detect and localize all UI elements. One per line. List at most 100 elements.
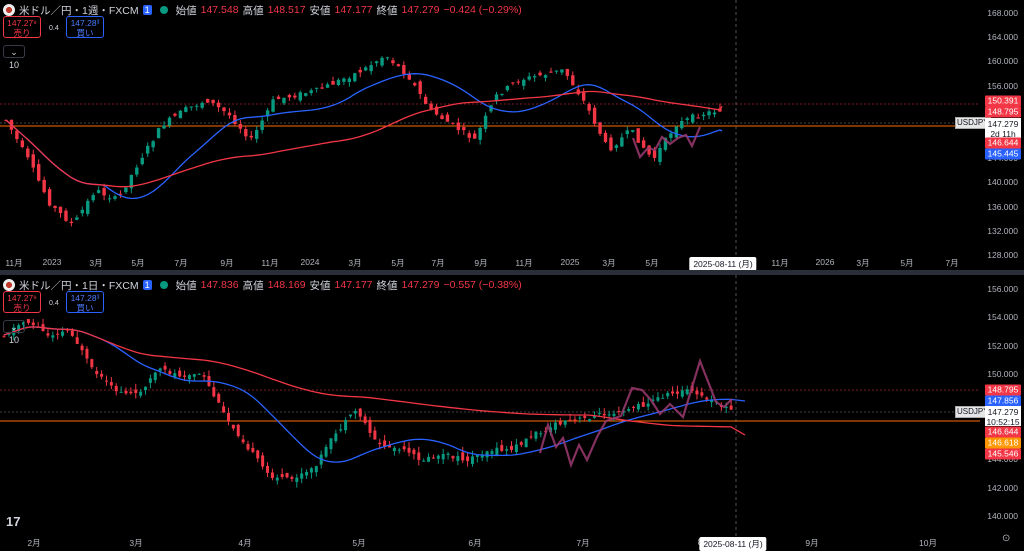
candle-body xyxy=(614,145,619,148)
pane-divider[interactable] xyxy=(0,270,1024,275)
candle-body xyxy=(212,387,216,397)
candle-body xyxy=(309,90,313,94)
indicator-toggle[interactable]: ⌄ 10 xyxy=(3,320,25,345)
candle-body xyxy=(466,456,470,462)
candle-body xyxy=(534,431,538,439)
candle-body xyxy=(124,187,128,193)
candle-body xyxy=(558,421,562,425)
candle-body xyxy=(144,386,148,391)
candle-body xyxy=(429,103,433,109)
candle-body xyxy=(353,411,357,414)
open-label: 始値 xyxy=(175,4,197,17)
daily-chart-pane[interactable]: 米ドル／円・1日・FXCM 1 始値 147.836 高値 148.169 安値 14… xyxy=(0,275,1024,551)
candle-body xyxy=(500,445,504,451)
time-tick-label: 5月 xyxy=(900,258,914,268)
buy-price: 147.28³ xyxy=(70,18,100,28)
time-tick-label: 11月 xyxy=(5,258,23,268)
daily-plot-area[interactable] xyxy=(0,275,1024,547)
candle-body xyxy=(119,391,123,393)
candle-body xyxy=(710,399,714,403)
candle-body xyxy=(249,135,253,138)
ma-fast-line xyxy=(3,326,746,463)
time-tick-label: 11月 xyxy=(771,258,789,268)
low-value: 147.177 xyxy=(334,4,373,16)
candle-body xyxy=(309,468,313,473)
candle-body xyxy=(583,416,587,419)
settings-icon[interactable]: ⊙ xyxy=(1002,533,1011,544)
candle-body xyxy=(100,373,104,377)
ma-tag-c: 146.644 xyxy=(985,426,1021,438)
time-tick-label: 3月 xyxy=(602,258,616,268)
candle-body xyxy=(516,81,520,83)
candle-body xyxy=(695,390,699,395)
candle-body xyxy=(407,447,411,453)
candle-body xyxy=(300,473,304,479)
high-label: 高値 xyxy=(242,4,264,17)
candle-body xyxy=(192,374,196,377)
candle-body xyxy=(107,198,112,200)
candle-body xyxy=(266,465,270,473)
open-value: 147.548 xyxy=(200,4,239,16)
candle-body xyxy=(336,79,341,86)
candle-body xyxy=(707,111,711,116)
candle-body xyxy=(417,452,421,460)
candle-body xyxy=(617,410,621,413)
candle-body xyxy=(691,114,695,123)
candle-body xyxy=(391,60,395,64)
candle-body xyxy=(261,455,265,467)
buy-button[interactable]: 147.28³ 買い xyxy=(66,16,104,38)
alert-count-badge[interactable]: 1 xyxy=(142,280,152,290)
candle-body xyxy=(505,85,510,91)
candle-body xyxy=(369,65,373,72)
candle-body xyxy=(290,476,294,479)
last-price-tag: 147.279 2d 11h xyxy=(985,118,1021,139)
indicator-toggle[interactable]: ⌄ 10 xyxy=(3,45,25,70)
price-tick-label: 140.000 xyxy=(987,177,1018,188)
buy-button[interactable]: 147.28³ 買い xyxy=(66,291,104,313)
candle-body xyxy=(129,174,134,189)
price-tick-label: 136.000 xyxy=(987,201,1018,212)
candle-body xyxy=(573,419,577,421)
price-tick-label: 154.000 xyxy=(987,312,1018,323)
candle-body xyxy=(396,64,401,67)
candle-body xyxy=(609,137,613,151)
candle-body xyxy=(532,76,537,78)
candle-body xyxy=(285,472,289,478)
candle-body xyxy=(578,417,582,419)
elliott-wave-drawing xyxy=(538,357,733,469)
candle-body xyxy=(705,397,709,400)
weekly-chart-pane[interactable]: 米ドル／円・1週・FXCM 1 始値 147.548 高値 148.517 安値 14… xyxy=(0,0,1024,284)
candle-body xyxy=(195,105,199,107)
weekly-plot-area[interactable] xyxy=(0,0,1024,270)
tradingview-logo[interactable]: 17 xyxy=(6,514,21,529)
candle-body xyxy=(69,221,74,224)
candle-body xyxy=(436,455,440,459)
candle-body xyxy=(238,123,243,129)
sell-button[interactable]: 147.27⁹ 売り xyxy=(3,16,41,38)
time-tick-label: 9月 xyxy=(474,258,488,268)
time-tick-label: 5月 xyxy=(391,258,405,268)
candle-body xyxy=(64,210,68,221)
candle-body xyxy=(587,103,591,111)
time-tick-label: 5月 xyxy=(352,538,366,548)
candle-body xyxy=(124,390,128,394)
daily-symbol-title[interactable]: 米ドル／円・1日・FXCM xyxy=(19,279,139,292)
bar-countdown: 2d 11h xyxy=(990,129,1016,139)
candle-body xyxy=(20,140,25,148)
alert-count-badge[interactable]: 1 xyxy=(142,5,152,15)
candle-body xyxy=(168,370,172,375)
candle-body xyxy=(265,110,270,117)
candle-body xyxy=(364,67,368,71)
price-tick-label: 132.000 xyxy=(987,225,1018,236)
close-value: 147.279 xyxy=(401,4,440,16)
candle-body xyxy=(280,474,284,477)
weekly-symbol-title[interactable]: 米ドル／円・1週・FXCM xyxy=(19,4,139,17)
candle-body xyxy=(255,129,259,139)
candle-body xyxy=(205,99,210,103)
open-label: 始値 xyxy=(175,279,197,292)
close-value: 147.279 xyxy=(401,279,440,291)
sell-button[interactable]: 147.27⁹ 売り xyxy=(3,291,41,313)
candle-body xyxy=(441,454,445,460)
candle-body xyxy=(135,167,139,175)
candle-body xyxy=(363,416,367,424)
